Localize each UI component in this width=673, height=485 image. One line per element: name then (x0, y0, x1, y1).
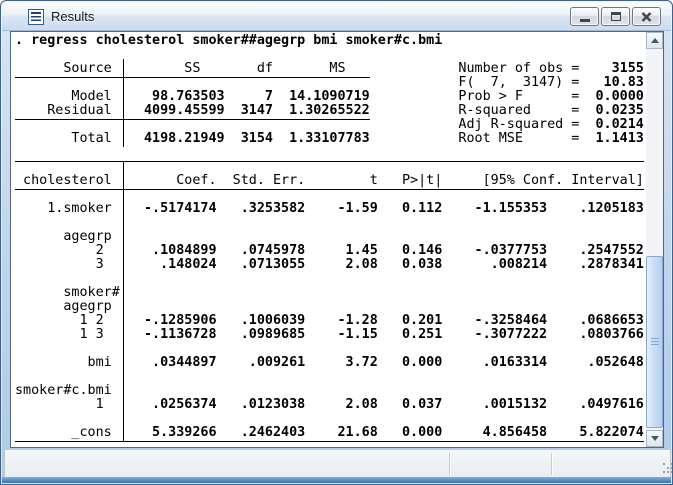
status-separator (551, 453, 552, 475)
output-line: 1 .0256374 .0123038 2.08 0.037 .0015132 … (15, 397, 644, 412)
restore-icon (610, 12, 621, 21)
output-line: 1.smoker -.5174174 .3253582 -1.59 0.112 … (15, 201, 644, 216)
output-line: F( 7, 3147) = 10.83 (15, 75, 644, 90)
output-line: 2 .1084899 .0745978 1.45 0.146 -.0377753… (15, 243, 644, 258)
scroll-up-button[interactable] (646, 32, 663, 49)
scrollbar-grip-icon (651, 341, 659, 342)
maximize-button[interactable] (601, 7, 630, 26)
minimize-button[interactable] (570, 7, 599, 26)
output-line: Adj R-squared = 0.0214 (15, 117, 644, 132)
minimize-icon (579, 19, 590, 22)
output-line: 1 2 -.1285906 .1006039 -1.28 0.201 -.325… (15, 313, 644, 328)
results-document-icon[interactable] (28, 9, 44, 25)
output-line: 1 3 -.1136728 .0989685 -1.15 0.251 -.307… (15, 327, 644, 342)
output-line: _cons 5.339266 .2462403 21.68 0.000 4.85… (15, 425, 644, 440)
window-controls (570, 7, 661, 26)
close-button[interactable] (632, 7, 661, 26)
output-line: Source SS df MS Number of obs = 3155 (15, 61, 644, 76)
scrollbar-thumb[interactable] (646, 256, 663, 428)
arrow-down-icon (650, 436, 659, 441)
output-line (15, 160, 646, 174)
output-line: smoker#c.bmi (15, 383, 112, 398)
output-text: . regress cholesterol smoker##agegrp bmi… (11, 32, 646, 447)
coef-vertical-rule (123, 161, 124, 442)
output-line: agegrp (15, 229, 112, 244)
output-line (15, 272, 646, 286)
window-title: Results (51, 9, 95, 24)
output-line: cholesterol Coef. Std. Err. t P>|t| [95%… (15, 173, 644, 188)
scroll-down-button[interactable] (646, 430, 663, 447)
output-line (15, 48, 646, 62)
title-bar[interactable]: Results (2, 2, 671, 31)
close-icon (641, 11, 652, 22)
resize-grip-icon[interactable] (663, 463, 665, 465)
output-line (15, 216, 646, 230)
coef-table-bottom-rule (15, 441, 644, 442)
arrow-up-icon (650, 38, 659, 43)
status-bar (4, 449, 671, 479)
output-line: 3 .148024 .0713055 2.08 0.038 .008214 .2… (15, 257, 644, 272)
output-line (15, 370, 646, 384)
coef-table-top-rule (15, 161, 644, 162)
output-line (15, 188, 646, 202)
output-line: Total 4198.21949 3154 1.33107783 Root MS… (15, 131, 644, 146)
output-line: . regress cholesterol smoker##agegrp bmi… (15, 33, 443, 48)
anova-vertical-rule (123, 59, 124, 147)
status-separator (449, 453, 450, 475)
output-line (15, 146, 646, 160)
output-line: Residual 4099.45599 3147 1.30265522 R-sq… (15, 103, 644, 118)
vertical-scrollbar[interactable] (646, 32, 663, 447)
output-line: agegrp (15, 299, 112, 314)
output-line: Model 98.763503 7 14.1090719 Prob > F = … (15, 89, 644, 104)
anova-total-rule (15, 119, 370, 120)
coef-table-header-rule (15, 189, 644, 190)
output-line (15, 412, 646, 426)
output-line: smoker# (15, 285, 120, 300)
output-line (15, 342, 646, 356)
window-frame-bottom (2, 477, 671, 483)
output-line: bmi .0344897 .009261 3.72 0.000 .0163314… (15, 355, 644, 370)
results-pane (10, 31, 664, 448)
anova-header-rule (15, 77, 370, 78)
